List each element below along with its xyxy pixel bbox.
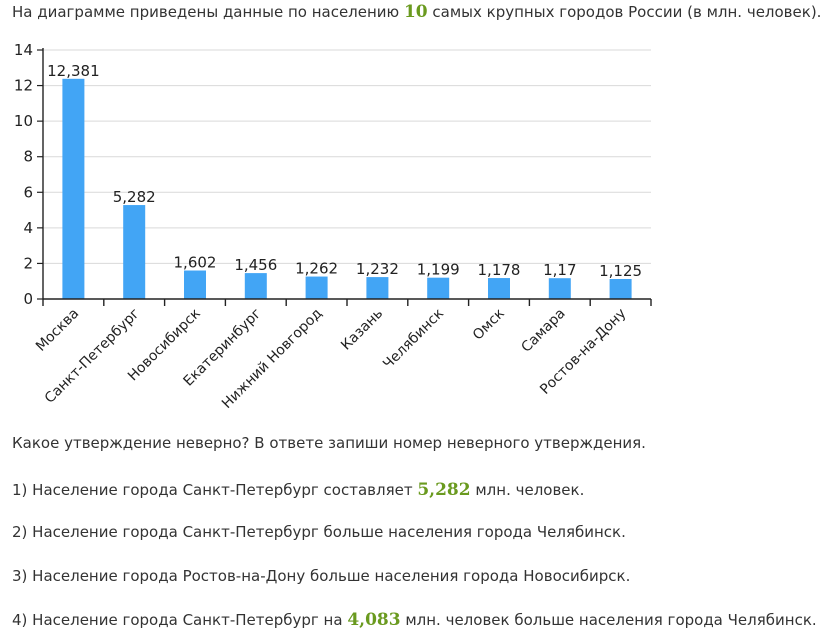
bar <box>305 276 328 299</box>
bar <box>184 270 206 299</box>
population-bar-chart: 0246810121412,381Москва5,282Санкт-Петерб… <box>14 41 652 410</box>
statement-3: 3) Население города Ростов-на-Дону больш… <box>12 567 630 585</box>
bar <box>609 278 632 299</box>
intro-number: 10 <box>403 2 428 22</box>
statement-4-number: 4,083 <box>347 610 401 630</box>
labels: 0246810121412,381Москва5,282Санкт-Петерб… <box>14 41 642 410</box>
category-label: Нижний Новгород <box>219 306 325 410</box>
bar <box>62 78 85 299</box>
category-label: Омск <box>470 306 508 344</box>
y-tick-label: 4 <box>23 219 33 237</box>
category-label: Казань <box>338 306 386 354</box>
bar <box>244 273 267 299</box>
bar-value-label: 1,17 <box>543 261 576 279</box>
intro-before: На диаграмме приведены данные по населен… <box>12 3 400 21</box>
category-label: Самара <box>518 306 568 356</box>
statement-4: 4) Население города Санкт-Петербург на 4… <box>12 610 817 630</box>
y-tick-label: 8 <box>23 148 33 166</box>
statement-1-number: 5,282 <box>417 480 471 500</box>
intro-after: самых крупных городов России (в млн. чел… <box>432 3 822 21</box>
bars <box>62 78 632 299</box>
bar-value-label: 5,282 <box>113 188 156 206</box>
bar-value-label: 1,456 <box>234 256 277 274</box>
bar-value-label: 1,125 <box>599 262 642 280</box>
bar <box>427 277 450 299</box>
bar-value-label: 1,232 <box>356 260 399 278</box>
question-text: Какое утверждение неверно? В ответе запи… <box>12 434 646 452</box>
bar-value-label: 1,262 <box>295 260 338 278</box>
axes <box>37 48 652 306</box>
statement-3-text: 3) Население города Ростов-на-Дону больш… <box>12 567 631 585</box>
bar <box>366 277 389 299</box>
statement-4-after: млн. человек больше населения города Чел… <box>405 611 817 629</box>
statement-2: 2) Население города Санкт-Петербург боль… <box>12 523 626 541</box>
y-tick-label: 12 <box>14 77 33 95</box>
statement-1-before: 1) Население города Санкт-Петербург сост… <box>12 481 413 499</box>
y-tick-label: 2 <box>23 254 33 272</box>
category-label: Челябинск <box>380 306 447 373</box>
intro-text: На диаграмме приведены данные по населен… <box>12 2 821 22</box>
statement-1-after: млн. человек. <box>475 481 585 499</box>
bar-value-label: 12,381 <box>47 62 100 80</box>
statement-2-text: 2) Население города Санкт-Петербург боль… <box>12 523 626 541</box>
y-tick-label: 6 <box>23 183 33 201</box>
statement-1: 1) Население города Санкт-Петербург сост… <box>12 480 584 500</box>
category-label: Москва <box>33 306 82 355</box>
bar-value-label: 1,602 <box>174 254 217 272</box>
y-tick-label: 10 <box>14 112 33 130</box>
y-tick-label: 14 <box>14 41 33 59</box>
bar <box>488 278 510 299</box>
bar <box>123 205 146 299</box>
y-tick-label: 0 <box>23 290 33 308</box>
bar-value-label: 1,199 <box>417 261 460 279</box>
bar-value-label: 1,178 <box>478 261 521 279</box>
bar <box>548 278 571 299</box>
statement-4-before: 4) Население города Санкт-Петербург на <box>12 611 343 629</box>
